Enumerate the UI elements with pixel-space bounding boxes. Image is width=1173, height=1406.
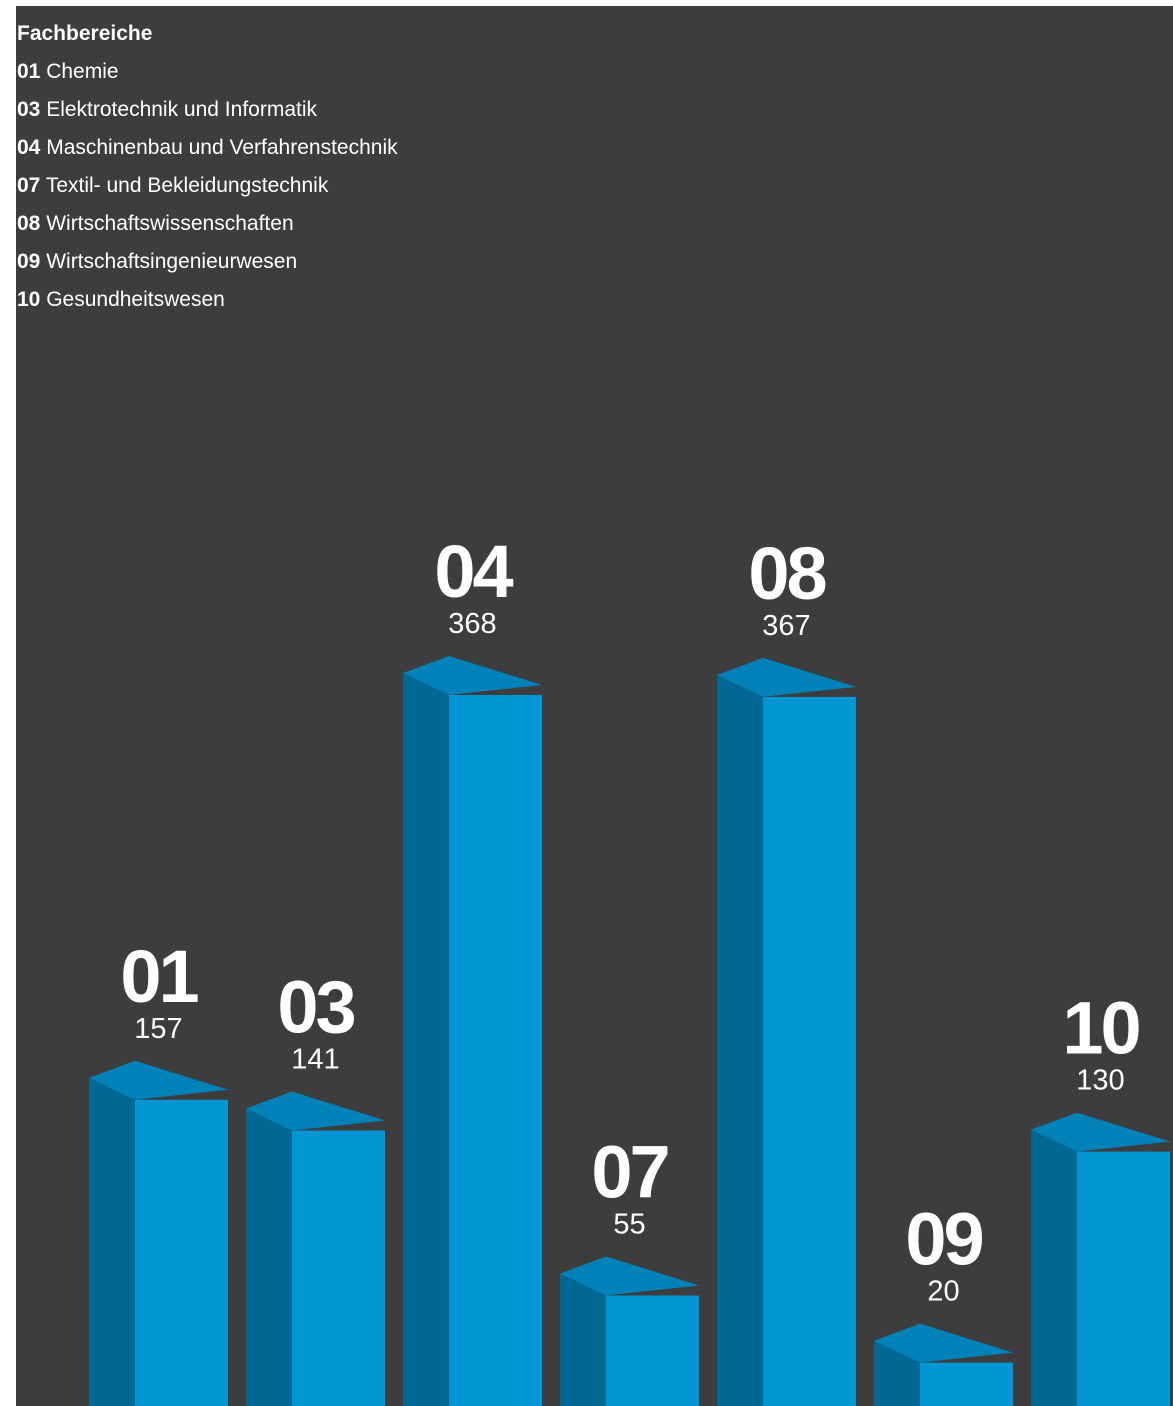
legend-label: Wirtschaftsingenieurwesen	[46, 250, 298, 273]
bar-front-08	[763, 696, 856, 1406]
bar-top-08	[717, 657, 856, 697]
legend-code: 08	[17, 212, 41, 235]
legend-code: 01	[17, 60, 41, 83]
bar-side-09	[874, 1340, 920, 1406]
bar-value-label: 55	[613, 1208, 645, 1240]
bar-front-01	[135, 1099, 228, 1406]
bar-value-label: 141	[291, 1043, 339, 1075]
bar-value-label: 367	[762, 610, 810, 642]
legend-item: 04 Maschinenbau und Verfahrenstechnik	[17, 135, 398, 161]
legend-item: 10 Gesundheitswesen	[17, 287, 398, 313]
bar-side-10	[1031, 1129, 1077, 1406]
bar-value-label: 157	[134, 1013, 182, 1045]
bar-top-10	[1031, 1112, 1170, 1152]
bar-front-09	[920, 1362, 1013, 1406]
bar-side-03	[246, 1108, 292, 1406]
legend-item: 01 Chemie	[17, 59, 398, 85]
bar-side-08	[717, 674, 763, 1406]
bar-category-label: 04	[434, 530, 513, 613]
legend-code: 09	[17, 250, 41, 273]
bar-front-04	[449, 695, 542, 1406]
bar-top-03	[246, 1091, 385, 1131]
bar-value-label: 368	[448, 608, 496, 640]
bar-category-label: 10	[1062, 987, 1139, 1070]
bar-front-10	[1077, 1151, 1170, 1406]
bar-top-01	[89, 1060, 228, 1100]
chart-panel: Fachbereiche 01 Chemie 03 Elektrotechnik…	[16, 6, 1173, 1406]
legend-item: 09 Wirtschaftsingenieurwesen	[17, 249, 398, 275]
legend-label: Elektrotechnik und Informatik	[46, 98, 317, 121]
bar-category-label: 09	[905, 1198, 982, 1281]
legend-code: 04	[17, 136, 41, 159]
legend-code: 07	[17, 174, 41, 197]
bar-top-04	[403, 656, 542, 695]
legend-label: Chemie	[46, 60, 119, 83]
legend-label: Maschinenbau und Verfahrenstechnik	[46, 136, 398, 159]
legend-code: 03	[17, 98, 41, 121]
bar-category-label: 07	[591, 1130, 667, 1213]
bar-side-07	[560, 1273, 606, 1406]
bar-front-07	[606, 1295, 699, 1406]
bar-value-label: 20	[927, 1276, 959, 1308]
bar-side-04	[403, 673, 449, 1406]
bar-category-label: 03	[277, 965, 354, 1048]
legend-item: 03 Elektrotechnik und Informatik	[17, 97, 398, 123]
bar-value-label: 130	[1076, 1065, 1124, 1097]
legend-label: Gesundheitswesen	[46, 288, 225, 311]
legend-item: 08 Wirtschaftswissenschaften	[17, 211, 398, 237]
legend-label: Textil- und Bekleidungstechnik	[45, 174, 329, 197]
legend-label: Wirtschaftswissenschaften	[46, 212, 294, 235]
bar-top-07	[560, 1256, 699, 1296]
bar-top-09	[874, 1323, 1013, 1363]
bar-side-01	[89, 1077, 135, 1406]
bar-category-label: 08	[748, 532, 825, 615]
legend-item: 07 Textil- und Bekleidungstechnik	[17, 173, 398, 199]
legend-code: 10	[17, 288, 41, 311]
legend-title: Fachbereiche	[17, 22, 153, 45]
legend: Fachbereiche 01 Chemie 03 Elektrotechnik…	[17, 21, 398, 325]
bar-category-label: 01	[120, 935, 198, 1018]
bar-front-03	[292, 1130, 385, 1406]
